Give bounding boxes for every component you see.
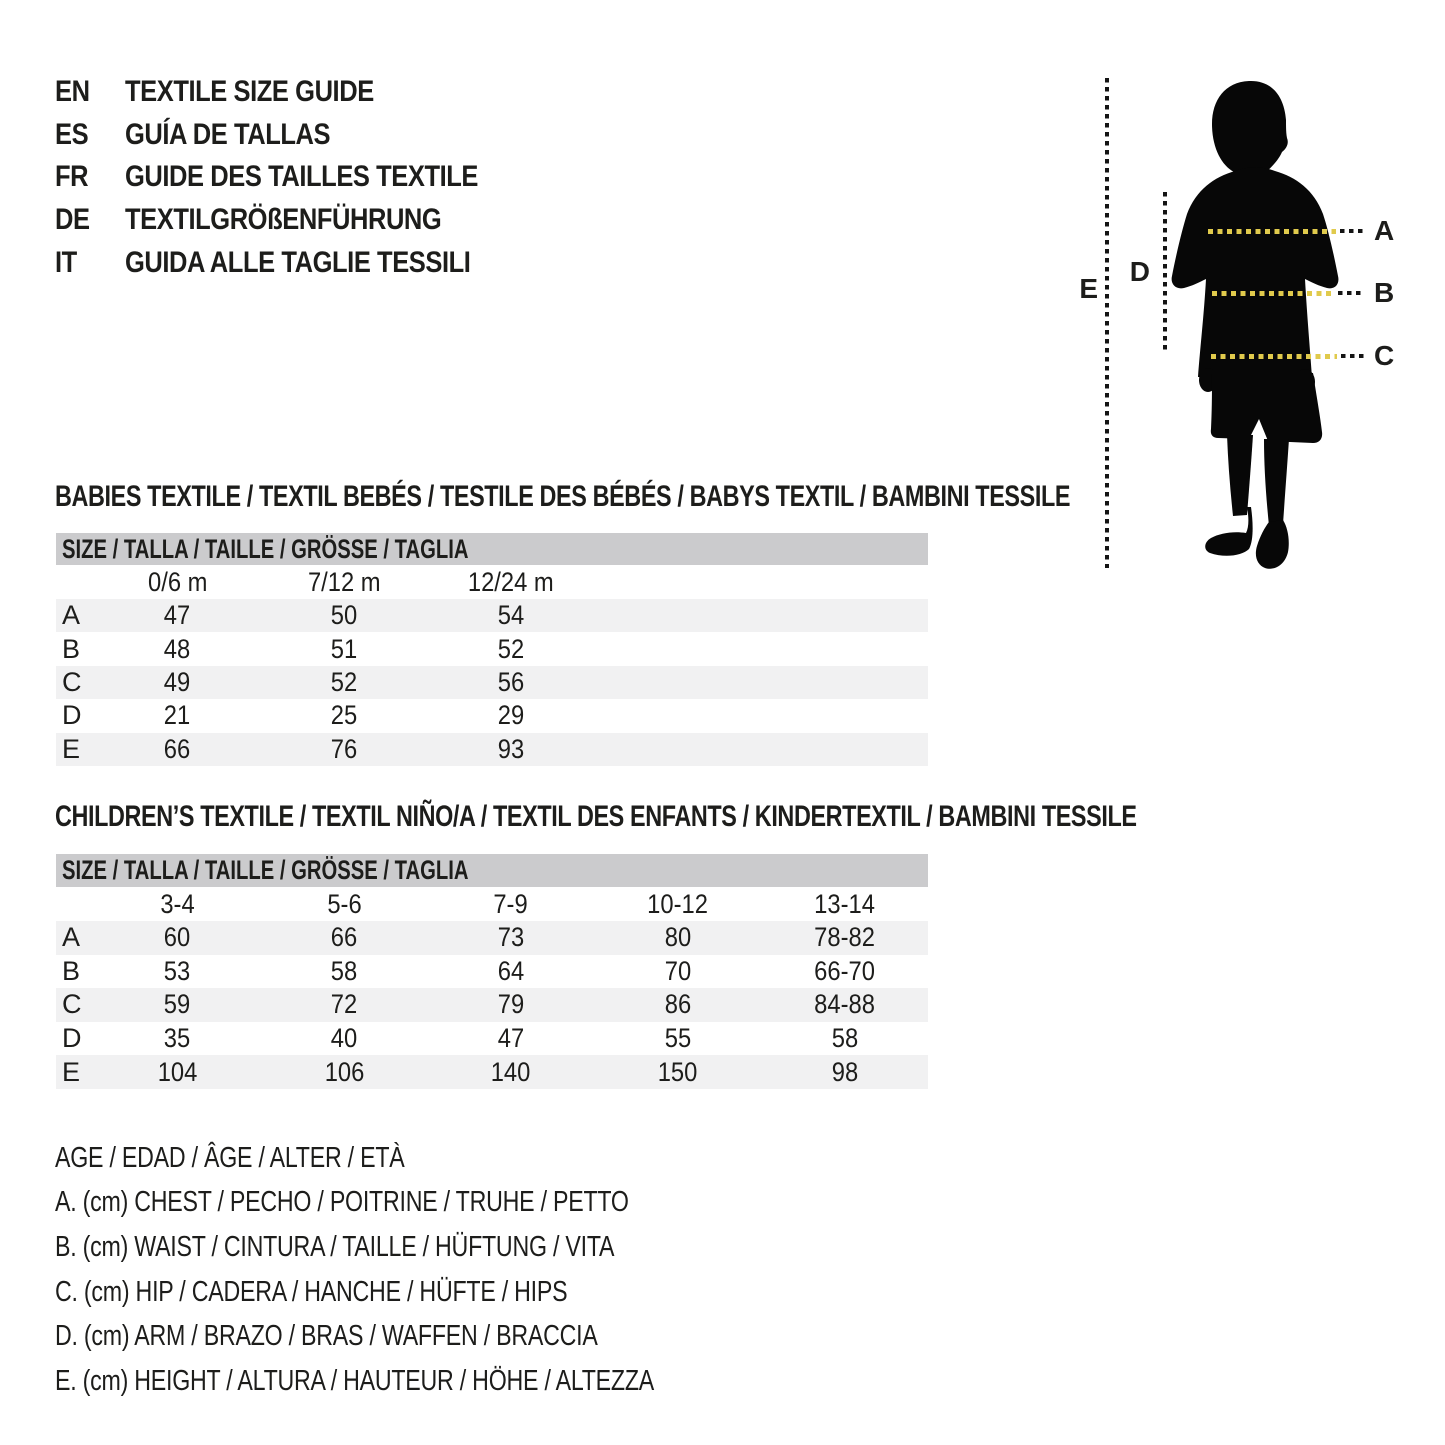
waist-dash-line-b-black bbox=[1338, 291, 1365, 295]
column-header: 10-12 bbox=[647, 888, 709, 919]
row-label: C bbox=[62, 989, 82, 1020]
guide-title-en: TEXTILE SIZE GUIDE bbox=[125, 75, 374, 109]
guide-title-fr: GUIDE DES TAILLES TEXTILE bbox=[125, 160, 479, 194]
legend-hip: C. (cm) HIP / CADERA / HANCHE / HÜFTE / … bbox=[55, 1275, 568, 1308]
language-code: FR bbox=[55, 160, 89, 194]
column-header: 13-14 bbox=[814, 888, 875, 919]
legend-waist: B. (cm) WAIST / CINTURA / TAILLE / HÜFTU… bbox=[55, 1230, 615, 1263]
children-section-title: CHILDREN’S TEXTILE / TEXTIL NIÑO/A / TEX… bbox=[55, 800, 1137, 833]
children-size-table: SIZE / TALLA / TAILLE / GRÖSSE / TAGLIA … bbox=[56, 854, 928, 1089]
table-row: A 47 50 54 bbox=[56, 599, 928, 633]
table-row: B 53 58 64 70 66-70 bbox=[56, 955, 928, 989]
row-label: D bbox=[62, 1023, 82, 1054]
legend-arm: D. (cm) ARM / BRAZO / BRAS / WAFFEN / BR… bbox=[55, 1320, 598, 1353]
arm-measure-dotted-line-d bbox=[1163, 192, 1167, 352]
babies-size-table: SIZE / TALLA / TAILLE / GRÖSSE / TAGLIA … bbox=[56, 533, 928, 766]
language-code: DE bbox=[55, 203, 90, 237]
column-header: 0/6 m bbox=[147, 566, 208, 597]
column-header: 3-4 bbox=[160, 888, 195, 919]
row-label: C bbox=[62, 666, 82, 697]
table-row: E 66 76 93 bbox=[56, 732, 928, 766]
language-code: IT bbox=[55, 245, 77, 279]
babies-column-header-row: 0/6 m 7/12 m 12/24 m bbox=[56, 565, 928, 599]
row-label: A bbox=[62, 600, 81, 631]
column-header: 7-9 bbox=[493, 888, 529, 919]
row-label: A bbox=[62, 922, 81, 953]
language-code: EN bbox=[55, 75, 90, 109]
legend-age: AGE / EDAD / ÂGE / ALTER / ETÀ bbox=[55, 1141, 405, 1174]
waist-dash-line-b-yellow bbox=[1212, 290, 1334, 296]
row-label: D bbox=[62, 700, 82, 731]
chest-dash-line-a-black bbox=[1340, 229, 1365, 233]
measurement-legend: AGE / EDAD / ÂGE / ALTER / ETÀ A. (cm) C… bbox=[55, 1136, 804, 1404]
language-row-en: EN TEXTILE SIZE GUIDE bbox=[55, 71, 540, 114]
table-row: B 48 51 52 bbox=[56, 632, 928, 665]
measure-label-a: A bbox=[1374, 215, 1395, 246]
child-silhouette bbox=[1171, 80, 1339, 569]
table-row: C 59 72 79 86 84-88 bbox=[56, 988, 928, 1022]
hip-dash-line-c-black bbox=[1341, 354, 1365, 358]
guide-title-it: GUIDA ALLE TAGLIE TESSILI bbox=[125, 245, 471, 279]
language-row-de: DE TEXTILGRÖßENFÜHRUNG bbox=[55, 199, 540, 242]
legend-height: E. (cm) HEIGHT / ALTURA / HAUTEUR / HÖHE… bbox=[55, 1364, 655, 1397]
measure-label-e: E bbox=[1079, 273, 1098, 304]
table-row: A 60 66 73 80 78-82 bbox=[56, 921, 928, 955]
row-label: B bbox=[62, 633, 81, 664]
measure-label-b: B bbox=[1374, 277, 1395, 308]
size-header-bar: SIZE / TALLA / TAILLE / GRÖSSE / TAGLIA bbox=[56, 854, 928, 887]
column-header: 12/24 m bbox=[468, 566, 554, 597]
column-header: 5-6 bbox=[327, 888, 362, 919]
children-column-header-row: 3-4 5-6 7-9 10-12 13-14 bbox=[56, 887, 928, 921]
language-row-fr: FR GUIDE DES TAILLES TEXTILE bbox=[55, 156, 540, 199]
language-code: ES bbox=[55, 117, 89, 151]
babies-section-title: BABIES TEXTILE / TEXTIL BEBÉS / TESTILE … bbox=[55, 480, 1071, 513]
hip-dash-line-c-yellow bbox=[1211, 353, 1337, 359]
measure-label-d: D bbox=[1129, 256, 1150, 287]
measure-label-c: C bbox=[1374, 340, 1395, 371]
language-row-it: IT GUIDA ALLE TAGLIE TESSILI bbox=[55, 241, 540, 284]
row-label: B bbox=[62, 955, 81, 986]
language-title-list: EN TEXTILE SIZE GUIDE ES GUÍA DE TALLAS … bbox=[55, 71, 540, 284]
height-measure-dotted-line-e bbox=[1105, 78, 1109, 568]
size-header-bar: SIZE / TALLA / TAILLE / GRÖSSE / TAGLIA bbox=[56, 533, 928, 565]
language-row-es: ES GUÍA DE TALLAS bbox=[55, 114, 540, 157]
row-label: E bbox=[62, 1056, 81, 1087]
row-label: E bbox=[62, 733, 81, 764]
table-row: D 21 25 29 bbox=[56, 699, 928, 732]
column-header: 7/12 m bbox=[307, 566, 381, 597]
guide-title-es: GUÍA DE TALLAS bbox=[125, 117, 331, 151]
table-row: C 49 52 56 bbox=[56, 665, 928, 700]
chest-dash-line-a-yellow bbox=[1208, 228, 1336, 234]
table-row: E 104 106 140 150 98 bbox=[56, 1055, 928, 1089]
table-row: D 35 40 47 55 58 bbox=[56, 1022, 928, 1056]
guide-title-de: TEXTILGRÖßENFÜHRUNG bbox=[125, 203, 442, 237]
legend-chest: A. (cm) CHEST / PECHO / POITRINE / TRUHE… bbox=[55, 1186, 629, 1219]
